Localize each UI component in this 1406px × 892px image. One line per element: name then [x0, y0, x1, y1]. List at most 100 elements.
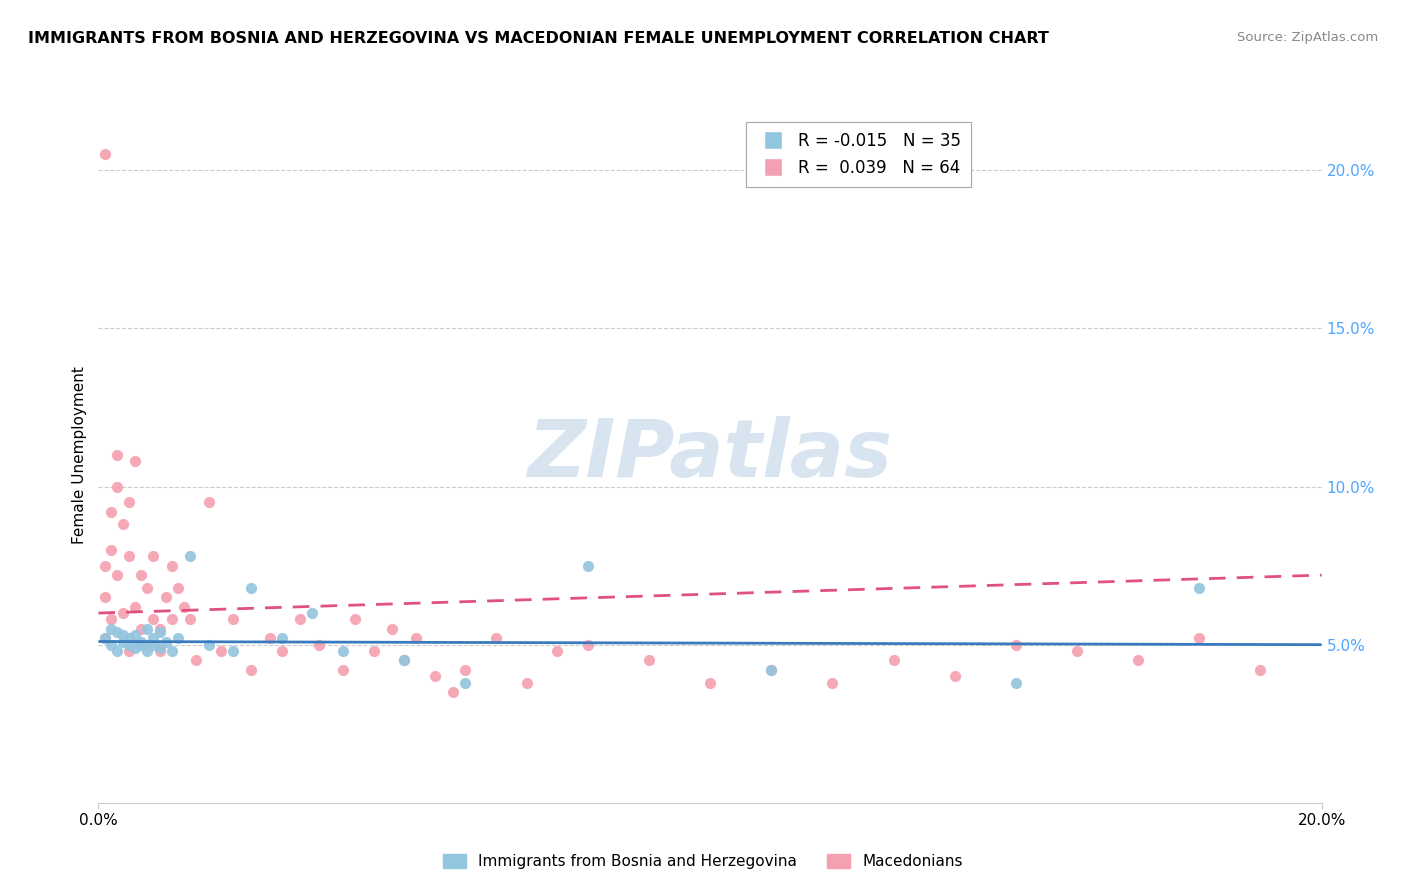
Point: [142, 638, 165, 652]
Point: [93, 558, 115, 573]
Point: [1249, 663, 1271, 677]
Point: [124, 599, 146, 614]
Point: [105, 448, 128, 462]
Point: [118, 549, 141, 563]
Legend: R = -0.015   N = 35, R =  0.039   N = 64: R = -0.015 N = 35, R = 0.039 N = 64: [747, 122, 970, 186]
Point: [259, 632, 281, 646]
Point: [118, 495, 141, 509]
Point: [129, 568, 152, 582]
Point: [454, 675, 477, 690]
Point: [155, 591, 177, 605]
Point: [93, 632, 115, 646]
Point: [111, 517, 134, 532]
Point: [118, 632, 141, 646]
Point: [136, 581, 159, 595]
Text: ZIPatlas: ZIPatlas: [527, 416, 893, 494]
Point: [179, 549, 201, 563]
Point: [136, 622, 159, 636]
Point: [105, 625, 128, 640]
Point: [111, 628, 134, 642]
Point: [301, 606, 323, 620]
Point: [1188, 632, 1211, 646]
Point: [124, 640, 146, 655]
Point: [576, 638, 599, 652]
Point: [167, 632, 190, 646]
Point: [149, 622, 172, 636]
Point: [160, 644, 183, 658]
Point: [100, 622, 122, 636]
Point: [405, 632, 427, 646]
Point: [149, 625, 172, 640]
Point: [111, 634, 134, 648]
Point: [240, 581, 263, 595]
Point: [136, 644, 159, 658]
Point: [197, 638, 219, 652]
Point: [93, 147, 115, 161]
Point: [699, 675, 721, 690]
Point: [149, 640, 172, 655]
Point: [454, 663, 477, 677]
Point: [93, 632, 115, 646]
Y-axis label: Female Unemployment: Female Unemployment: [72, 366, 87, 544]
Point: [118, 638, 141, 652]
Point: [332, 644, 354, 658]
Point: [1128, 653, 1150, 667]
Point: [142, 632, 165, 646]
Point: [759, 663, 782, 677]
Point: [363, 644, 385, 658]
Point: [240, 663, 263, 677]
Point: [136, 638, 159, 652]
Point: [381, 622, 404, 636]
Point: [344, 612, 367, 626]
Point: [173, 599, 195, 614]
Point: [160, 558, 183, 573]
Point: [209, 644, 232, 658]
Point: [637, 653, 661, 667]
Point: [392, 653, 416, 667]
Point: [883, 653, 905, 667]
Point: [485, 632, 508, 646]
Point: [142, 549, 165, 563]
Point: [105, 644, 128, 658]
Point: [93, 591, 115, 605]
Point: [423, 669, 446, 683]
Point: [270, 632, 292, 646]
Point: [124, 628, 146, 642]
Point: [105, 568, 128, 582]
Point: [1066, 644, 1088, 658]
Point: [943, 669, 966, 683]
Point: [100, 638, 122, 652]
Point: [149, 644, 172, 658]
Point: [222, 644, 245, 658]
Point: [1004, 638, 1026, 652]
Point: [186, 653, 208, 667]
Point: [167, 581, 190, 595]
Point: [1004, 675, 1026, 690]
Point: [105, 479, 128, 493]
Point: [516, 675, 538, 690]
Point: [576, 558, 599, 573]
Point: [129, 634, 152, 648]
Point: [100, 542, 122, 557]
Point: [124, 454, 146, 468]
Point: [1188, 581, 1211, 595]
Point: [270, 644, 292, 658]
Point: [759, 663, 782, 677]
Point: [821, 675, 844, 690]
Point: [118, 644, 141, 658]
Point: [197, 495, 219, 509]
Point: [546, 644, 568, 658]
Point: [100, 505, 122, 519]
Point: [308, 638, 330, 652]
Point: [129, 638, 152, 652]
Legend: Immigrants from Bosnia and Herzegovina, Macedonians: Immigrants from Bosnia and Herzegovina, …: [437, 848, 969, 875]
Point: [142, 612, 165, 626]
Point: [100, 612, 122, 626]
Point: [290, 612, 312, 626]
Point: [160, 612, 183, 626]
Text: IMMIGRANTS FROM BOSNIA AND HERZEGOVINA VS MACEDONIAN FEMALE UNEMPLOYMENT CORRELA: IMMIGRANTS FROM BOSNIA AND HERZEGOVINA V…: [28, 31, 1049, 46]
Point: [129, 622, 152, 636]
Point: [111, 606, 134, 620]
Point: [222, 612, 245, 626]
Point: [392, 653, 416, 667]
